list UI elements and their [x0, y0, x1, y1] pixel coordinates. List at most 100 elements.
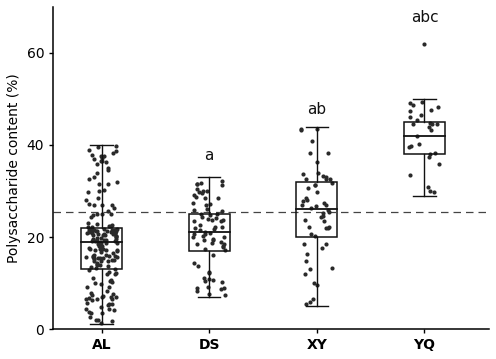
Point — [312, 203, 320, 209]
Point — [109, 232, 117, 237]
Point — [97, 153, 105, 159]
Point — [190, 192, 198, 198]
Point — [427, 127, 435, 133]
Point — [425, 154, 433, 160]
Point — [421, 41, 429, 47]
Point — [105, 306, 113, 312]
Point — [322, 174, 330, 180]
Point — [84, 190, 92, 195]
Point — [191, 194, 199, 200]
Point — [113, 248, 121, 254]
Point — [85, 176, 93, 182]
Point — [113, 143, 121, 149]
Point — [111, 228, 119, 233]
Point — [313, 282, 321, 288]
Point — [109, 228, 117, 234]
Point — [85, 202, 93, 208]
Point — [90, 256, 98, 262]
Point — [98, 310, 106, 316]
Point — [307, 205, 315, 211]
Point — [103, 228, 111, 233]
Point — [102, 159, 110, 165]
Point — [302, 301, 310, 307]
Point — [407, 143, 415, 148]
Point — [406, 108, 414, 114]
Point — [209, 236, 217, 242]
Point — [201, 196, 209, 201]
Point — [325, 224, 333, 230]
Point — [194, 263, 202, 269]
Point — [104, 302, 112, 308]
Point — [435, 161, 443, 167]
Point — [193, 288, 201, 294]
Point — [306, 266, 314, 271]
Point — [209, 278, 217, 283]
Point — [88, 292, 96, 298]
Point — [302, 258, 310, 264]
Point — [97, 281, 105, 287]
Point — [322, 202, 330, 208]
Point — [93, 236, 101, 241]
Point — [196, 222, 204, 228]
Point — [113, 180, 121, 185]
Point — [93, 238, 101, 244]
Point — [299, 198, 307, 204]
Bar — [81, 228, 122, 269]
Point — [426, 151, 434, 157]
Point — [97, 235, 105, 241]
Point — [93, 262, 101, 267]
Point — [319, 210, 327, 216]
Point — [217, 218, 225, 224]
Point — [98, 155, 106, 161]
Point — [198, 214, 206, 220]
Point — [89, 237, 97, 243]
Point — [219, 182, 227, 188]
Point — [209, 252, 217, 258]
Point — [107, 294, 115, 300]
Point — [107, 229, 115, 235]
Point — [86, 314, 94, 320]
Point — [427, 188, 434, 194]
Point — [297, 127, 305, 132]
Point — [95, 181, 103, 187]
Point — [406, 100, 414, 106]
Point — [82, 306, 90, 311]
Point — [203, 206, 211, 211]
Point — [198, 188, 206, 194]
Point — [197, 211, 205, 217]
Point — [87, 214, 95, 219]
Point — [108, 202, 116, 208]
Point — [91, 280, 99, 286]
Point — [108, 222, 116, 228]
Point — [189, 207, 197, 213]
Point — [417, 112, 425, 118]
Point — [112, 233, 120, 239]
Point — [426, 121, 434, 126]
Point — [311, 182, 319, 188]
Point — [100, 237, 108, 243]
Point — [208, 240, 216, 246]
Point — [299, 202, 307, 208]
Point — [325, 209, 333, 215]
Point — [102, 247, 110, 252]
Point — [190, 231, 198, 237]
Point — [324, 225, 332, 231]
Point — [89, 275, 97, 281]
Point — [93, 161, 101, 167]
Point — [93, 260, 101, 266]
Point — [103, 288, 111, 294]
Point — [113, 247, 121, 253]
Point — [314, 170, 322, 176]
Point — [103, 271, 111, 277]
Point — [108, 318, 116, 324]
Point — [109, 291, 117, 297]
Point — [306, 150, 314, 156]
Point — [105, 258, 113, 264]
Point — [83, 300, 91, 306]
Point — [205, 291, 213, 297]
Point — [88, 224, 96, 230]
Point — [193, 241, 201, 247]
Point — [100, 153, 108, 158]
Point — [87, 310, 95, 316]
Point — [105, 301, 113, 307]
